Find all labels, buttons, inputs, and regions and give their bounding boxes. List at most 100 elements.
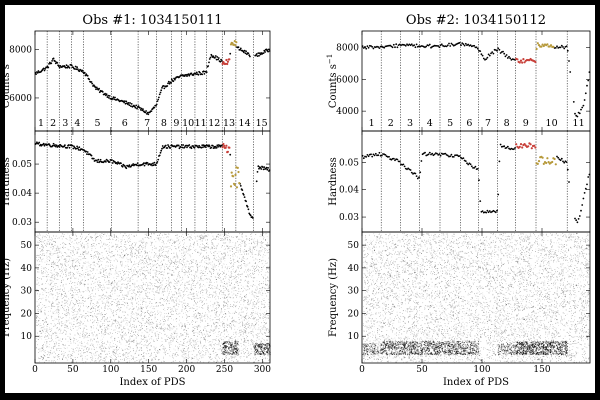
counts-point [195,73,198,76]
spectrogram-pixel [48,264,50,265]
spectrogram-pixel [175,299,177,300]
spectrogram-pixel [78,303,80,304]
spectrogram-pixel [203,235,205,237]
spectrogram-pixel [243,344,244,346]
spectrogram-pixel [267,328,269,330]
spectrogram-pixel [199,287,200,289]
hardness-point [161,147,163,150]
spectrogram-pixel [37,234,39,236]
spectrogram-pixel [140,327,141,328]
spectrogram-pixel [268,285,270,287]
spectrogram-pixel [207,267,209,268]
spectrogram-pixel [109,268,111,270]
spectrogram-pixel [247,276,249,278]
spectrogram-pixel [248,301,249,303]
spectrogram-pixel [246,350,247,352]
spectrogram-pixel [214,361,215,362]
spectrogram-pixel [48,256,50,257]
spectrogram-pixel [44,361,45,363]
spectrogram-pixel [57,256,59,258]
spectrogram-pixel [172,294,173,296]
spectrogram-pixel [219,314,220,316]
spectrogram-pixel [129,325,131,327]
spectrogram-pixel [166,237,167,238]
spectrogram-pixel [185,266,186,268]
spectrogram-pixel [86,333,88,334]
spectrogram-pixel [260,309,261,311]
spectrogram-pixel [131,311,133,313]
spectrogram-pixel [207,331,209,332]
spectrogram-pixel [77,258,78,259]
spectrogram-pixel [265,279,266,281]
spectrogram-pixel [98,261,100,262]
spectrogram-pixel [174,246,176,247]
hardness-ytick-label: 0.04 [12,189,32,199]
spectrogram-pixel [134,293,136,294]
spectrogram-pixel [267,354,268,356]
spectrogram-pixel [141,315,142,316]
spectrogram-pixel [183,261,184,263]
spectrogram-pixel [127,267,129,269]
spectrogram-pixel [62,265,63,267]
spectrogram-pixel [126,283,128,285]
counts-point [239,48,242,51]
spectrogram-pixel [218,344,220,346]
spectrogram-pixel [63,356,64,358]
spectrogram-pixel [172,339,174,341]
spectrogram-pixel [116,239,117,240]
spectrogram-pixel [257,361,259,363]
spectrogram-pixel [70,293,71,294]
spectrogram-pixel [254,271,256,272]
spectrogram-pixel [266,328,267,329]
spectrogram-pixel [136,254,138,256]
spectrogram-pixel [180,349,182,351]
spectrogram-pixel [244,242,246,244]
spectrogram-pixel [248,304,250,306]
spectrogram-pixel [165,283,167,284]
spectrogram-pixel [90,298,92,299]
spectrogram-pixel [110,294,111,296]
spectrogram-pixel [93,298,95,300]
spectrogram-pixel [231,266,233,267]
spectrogram-pixel [78,311,80,312]
spectrogram-pixel [57,293,59,295]
spectrogram-pixel [266,358,268,359]
spectrogram-pixel [141,287,143,289]
spectrogram-pixel [149,330,151,332]
spectrogram-pixel [210,343,212,345]
spectrogram-pixel [161,292,163,294]
spectrogram-pixel [254,247,256,248]
spectrogram-pixel [111,251,112,252]
spectrogram-pixel [75,348,76,349]
spectrogram-pixel [95,278,97,279]
spectrogram-pixel [189,356,190,358]
spectrogram-pixel [193,314,195,316]
spectrogram-pixel [233,306,234,308]
spectrogram-pixel [50,258,51,260]
spectrogram-pixel [169,269,170,271]
hardness-point [155,164,157,167]
spectrogram-pixel [139,343,141,345]
spectrogram-pixel [207,325,208,327]
spectrogram-pixel [199,326,201,328]
spectrogram-pixel [55,289,56,291]
spectrogram-pixel [199,262,201,263]
counts-point [134,106,137,109]
spectrogram-pixel [44,318,46,320]
spectrogram-pixel [222,266,223,268]
spectrogram-pixel [218,328,220,329]
spectrogram-pixel [91,244,92,246]
spectrogram-pixel [139,342,141,344]
spectrogram-pixel [117,325,118,327]
spectrogram-pixel [110,283,111,285]
spectrogram-pixel [100,246,101,248]
spectrogram-pixel [170,238,172,240]
spectrogram-pixel [225,239,226,241]
counts-point [43,69,46,72]
spectrogram-pixel [130,313,132,314]
spectrogram-pixel [139,252,141,254]
spectrogram-pixel [114,359,115,361]
spectrogram-pixel [194,275,195,277]
counts-point [70,64,73,67]
spectrogram-pixel [206,296,208,298]
